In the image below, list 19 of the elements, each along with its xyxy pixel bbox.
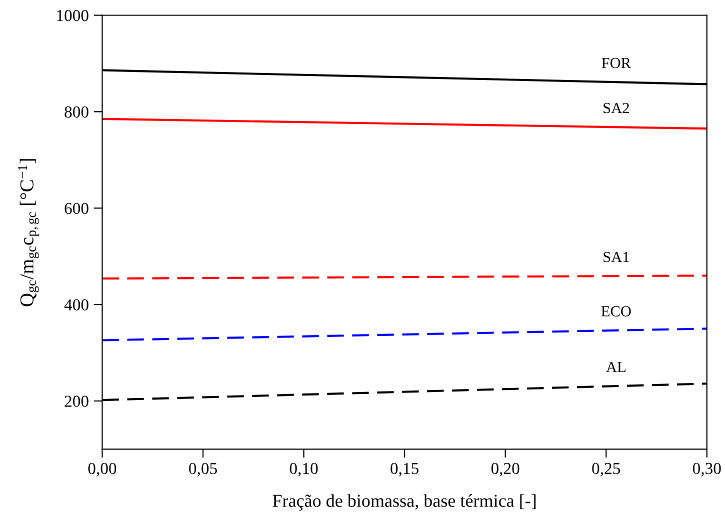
x-tick-label: 0,05 xyxy=(189,462,217,477)
x-tick-label: 0,15 xyxy=(390,462,418,477)
x-tick-label: 0,00 xyxy=(88,462,116,477)
y-tick-label: 1000 xyxy=(57,10,88,22)
x-tick-label: 0,30 xyxy=(692,462,721,477)
text: Q$_{gc}$/m$_{gc}$c$_{p,gc}$ [°C$^{−1}$] xyxy=(18,159,39,306)
series-label: ECO xyxy=(601,306,631,316)
x-tick-label: 0,20 xyxy=(491,462,520,477)
y-tick-label: 400 xyxy=(64,299,88,310)
x-axis-title: Fração de biomassa, base térmica [-] xyxy=(272,494,536,511)
x-tick-label: 0,25 xyxy=(592,462,620,477)
y-tick-label: 600 xyxy=(64,202,88,214)
y-tick-label: 800 xyxy=(64,106,88,118)
series-label: FOR xyxy=(602,58,632,68)
x-tick-label: 0,10 xyxy=(290,462,318,477)
series-label: SA1 xyxy=(604,252,629,262)
y-tick-label: 200 xyxy=(64,396,88,407)
series-label: SA2 xyxy=(604,102,629,114)
series-label: AL xyxy=(606,362,626,372)
